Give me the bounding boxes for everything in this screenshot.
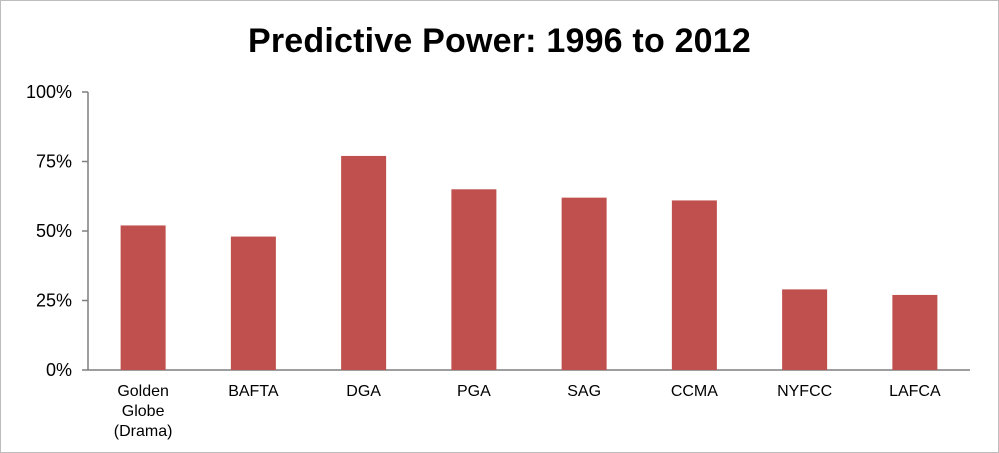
bar-sag xyxy=(561,197,607,370)
x-tick-label-line: Golden xyxy=(117,383,169,400)
chart-axes xyxy=(87,92,970,371)
bar-nyfcc xyxy=(782,289,828,370)
bar-pga xyxy=(451,189,497,370)
x-tick-label-line: LAFCA xyxy=(889,383,941,400)
x-tick-label: CCMA xyxy=(671,383,718,400)
x-tick-label: SAG xyxy=(567,383,601,400)
x-tick-label: DGA xyxy=(346,383,381,400)
y-axis-ticks: 0% 25% 50% 75% 100% xyxy=(26,82,88,380)
x-tick-label-line: NYFCC xyxy=(777,383,832,400)
bar-lafca xyxy=(892,294,938,370)
chart-bars xyxy=(120,155,938,370)
bar-dga xyxy=(341,155,387,370)
x-tick-label: NYFCC xyxy=(777,383,832,400)
y-tick-label: 50% xyxy=(36,221,72,241)
bar-bafta xyxy=(230,236,276,370)
y-tick-label: 0% xyxy=(46,360,72,380)
y-tick-label: 75% xyxy=(36,152,72,172)
x-tick-label-line: SAG xyxy=(567,383,601,400)
bar-golden-globe-drama xyxy=(120,225,166,370)
x-tick-label-line: Globe xyxy=(122,403,165,420)
x-tick-label: PGA xyxy=(457,383,491,400)
x-tick-label: LAFCA xyxy=(889,383,941,400)
x-tick-label: Golden Globe (Drama) xyxy=(114,383,173,440)
y-tick-label: 100% xyxy=(26,82,72,102)
x-tick-label: BAFTA xyxy=(228,383,279,400)
x-tick-label-line: DGA xyxy=(346,383,381,400)
x-tick-label-line: (Drama) xyxy=(114,423,173,440)
chart-title: Predictive Power: 1996 to 2012 xyxy=(247,22,752,60)
y-tick-label: 25% xyxy=(36,291,72,311)
x-tick-label-line: CCMA xyxy=(671,383,718,400)
x-axis-labels: Golden Globe (Drama) BAFTA DGA PGA SAG CCMA NYFC… xyxy=(114,383,941,440)
bar-ccma xyxy=(671,200,717,370)
x-tick-label-line: BAFTA xyxy=(228,383,279,400)
x-tick-label-line: PGA xyxy=(457,383,491,400)
